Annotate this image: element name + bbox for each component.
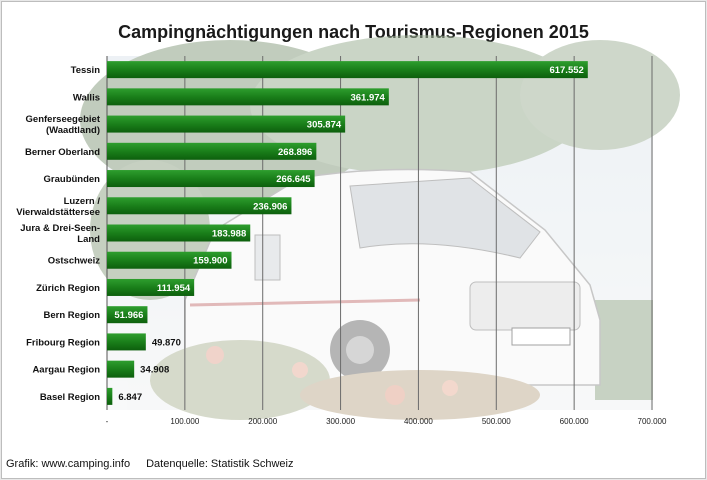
bar <box>107 224 251 242</box>
bar <box>107 306 148 324</box>
bar <box>107 88 389 106</box>
category-label: Fribourg Region <box>26 337 100 348</box>
category-label-line: Basel Region <box>40 392 100 403</box>
category-label: Basel Region <box>40 392 100 403</box>
x-tick-label: 300.000 <box>326 417 355 426</box>
source-text: Datenquelle: Statistik Schweiz <box>146 458 294 470</box>
data-label: 617.552 <box>549 65 583 76</box>
category-label: Berner Oberland <box>25 147 100 158</box>
bar <box>107 61 588 79</box>
data-label: 268.896 <box>278 147 312 158</box>
category-label-line: Berner Oberland <box>25 147 100 158</box>
category-labels: Tessin Wallis Genferseegebiet (Waadtland) Be… <box>16 65 101 403</box>
category-label-line: Aargau Region <box>32 365 100 376</box>
bar <box>107 197 292 215</box>
category-label-line: Zürich Region <box>36 283 100 294</box>
category-label-line: Graubünden <box>44 174 101 185</box>
x-tick-label: 400.000 <box>404 417 433 426</box>
category-label-line: Luzern / <box>64 196 101 207</box>
category-label: Zürich Region <box>36 283 100 294</box>
category-label: Genferseegebiet (Waadtland) <box>26 114 101 136</box>
category-label-line: Jura & Drei-Seen- <box>20 223 100 234</box>
category-label: Tessin <box>71 65 101 76</box>
category-label-line: (Waadtland) <box>46 125 100 136</box>
x-tick-labels: - 100.000 200.000 300.000 400.000 500.000 600.… <box>106 417 667 426</box>
data-label: 49.870 <box>152 337 181 348</box>
data-label: 361.974 <box>350 92 385 103</box>
x-tick-label: 100.000 <box>170 417 199 426</box>
category-label: Ostschweiz <box>48 256 101 267</box>
data-label: 111.954 <box>157 283 191 294</box>
x-tick-label: 200.000 <box>248 417 277 426</box>
category-label-line: Ostschweiz <box>48 256 101 267</box>
x-tick-label: 500.000 <box>482 417 511 426</box>
bar <box>107 278 195 296</box>
category-label: Bern Region <box>44 310 101 321</box>
category-label-line: Tessin <box>71 65 101 76</box>
category-label-line: Genferseegebiet <box>26 114 101 125</box>
data-label: 159.900 <box>193 256 227 267</box>
x-tick-label: - <box>106 417 109 426</box>
data-label: 51.966 <box>114 310 143 321</box>
data-label: 236.906 <box>253 201 287 212</box>
category-label-line: Wallis <box>73 92 100 103</box>
category-label-line: Bern Region <box>44 310 101 321</box>
chart-title: Campingnächtigungen nach Tourismus-Regio… <box>118 22 589 42</box>
data-label: 266.645 <box>276 174 311 185</box>
bar <box>107 360 135 378</box>
bar <box>107 170 315 188</box>
category-label: Luzern / Vierwaldstättersee <box>16 196 100 218</box>
bar <box>107 333 146 351</box>
data-label: 305.874 <box>307 120 342 131</box>
bars: 617.552 361.974 305.874 268.896 266.645 236.9… <box>107 61 588 405</box>
x-tick-label: 700.000 <box>638 417 667 426</box>
category-label: Aargau Region <box>32 365 100 376</box>
category-label-line: Vierwaldstättersee <box>16 207 100 218</box>
bar <box>107 387 113 405</box>
credit-text: Grafik: www.camping.info <box>6 458 131 470</box>
bar <box>107 115 346 133</box>
bar <box>107 251 232 269</box>
bar <box>107 142 317 160</box>
category-label: Jura & Drei-Seen-Land <box>20 223 100 245</box>
data-label: 183.988 <box>212 229 246 240</box>
category-label: Graubünden <box>44 174 101 185</box>
category-label-line: Fribourg Region <box>26 337 100 348</box>
category-label-line: Land <box>77 234 100 245</box>
data-label: 34.908 <box>140 365 169 376</box>
data-label: 6.847 <box>118 392 142 403</box>
x-tick-label: 600.000 <box>560 417 589 426</box>
footer: Grafik: www.camping.info Datenquelle: Sta… <box>6 458 293 470</box>
category-label: Wallis <box>73 92 100 103</box>
